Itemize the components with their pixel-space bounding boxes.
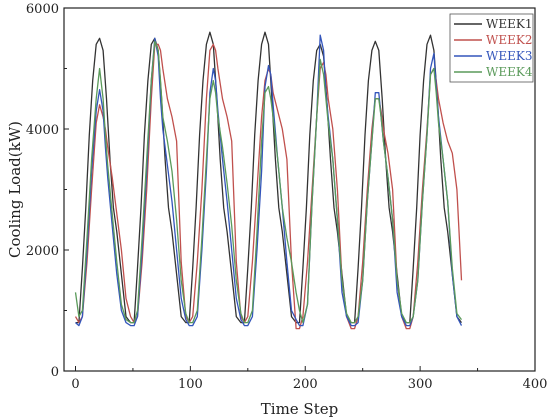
legend: WEEK1 WEEK2 WEEK3 WEEK4 bbox=[449, 13, 534, 83]
legend-label-week4: WEEK4 bbox=[486, 65, 533, 79]
legend-box bbox=[449, 13, 534, 83]
legend-label-week2: WEEK2 bbox=[486, 33, 532, 47]
x-tick-label: 0 bbox=[71, 377, 79, 392]
y-tick-label: 6000 bbox=[26, 2, 59, 17]
x-tick-label: 100 bbox=[178, 377, 203, 392]
series-layer bbox=[74, 31, 463, 330]
series-line-week1 bbox=[75, 31, 463, 324]
series-line-week3 bbox=[75, 34, 463, 327]
series-line-week4 bbox=[74, 40, 463, 324]
x-tick-label: 200 bbox=[293, 377, 318, 392]
x-axis-title: Time Step bbox=[261, 400, 338, 418]
x-tick-label: 300 bbox=[408, 377, 433, 392]
y-tick-label: 4000 bbox=[26, 123, 59, 138]
legend-label-week1: WEEK1 bbox=[486, 17, 532, 31]
legend-label-week3: WEEK3 bbox=[486, 49, 532, 63]
y-tick-label: 2000 bbox=[26, 244, 59, 259]
x-tick-label: 400 bbox=[523, 377, 548, 392]
y-tick-label: 0 bbox=[51, 365, 59, 380]
y-axis-title: Cooling Load(kW) bbox=[6, 121, 24, 258]
